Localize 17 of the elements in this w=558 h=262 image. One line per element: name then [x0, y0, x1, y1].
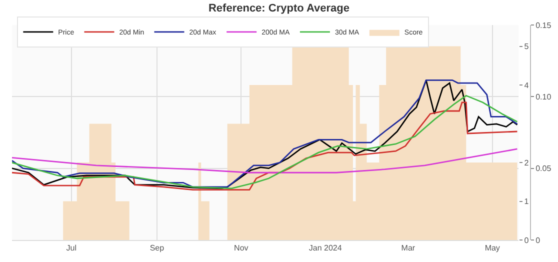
- y-tick-label: 5: [524, 42, 530, 52]
- chart-title: Reference: Crypto Average: [208, 2, 350, 15]
- x-tick-label: Sep: [150, 244, 165, 253]
- y2-tick-label: 0: [536, 236, 541, 245]
- x-tick-label: Mar: [401, 244, 416, 253]
- x-tick-label: Jan 2024: [308, 244, 342, 253]
- y2-tick-label: 0.10: [536, 92, 552, 102]
- y-tick-label: 2: [524, 158, 530, 168]
- x-tick-label: Jul: [66, 244, 77, 253]
- y2-tick-label: 0.15: [536, 20, 552, 30]
- line-series: [12, 148, 518, 174]
- y-tick-label: 4: [524, 80, 530, 90]
- y2-tick-label: 0.05: [536, 164, 552, 174]
- y-tick-label: 1: [524, 197, 530, 206]
- y-tick-label: 0: [524, 236, 530, 245]
- x-tick-label: May: [484, 244, 500, 253]
- x-tick-label: Nov: [234, 244, 248, 253]
